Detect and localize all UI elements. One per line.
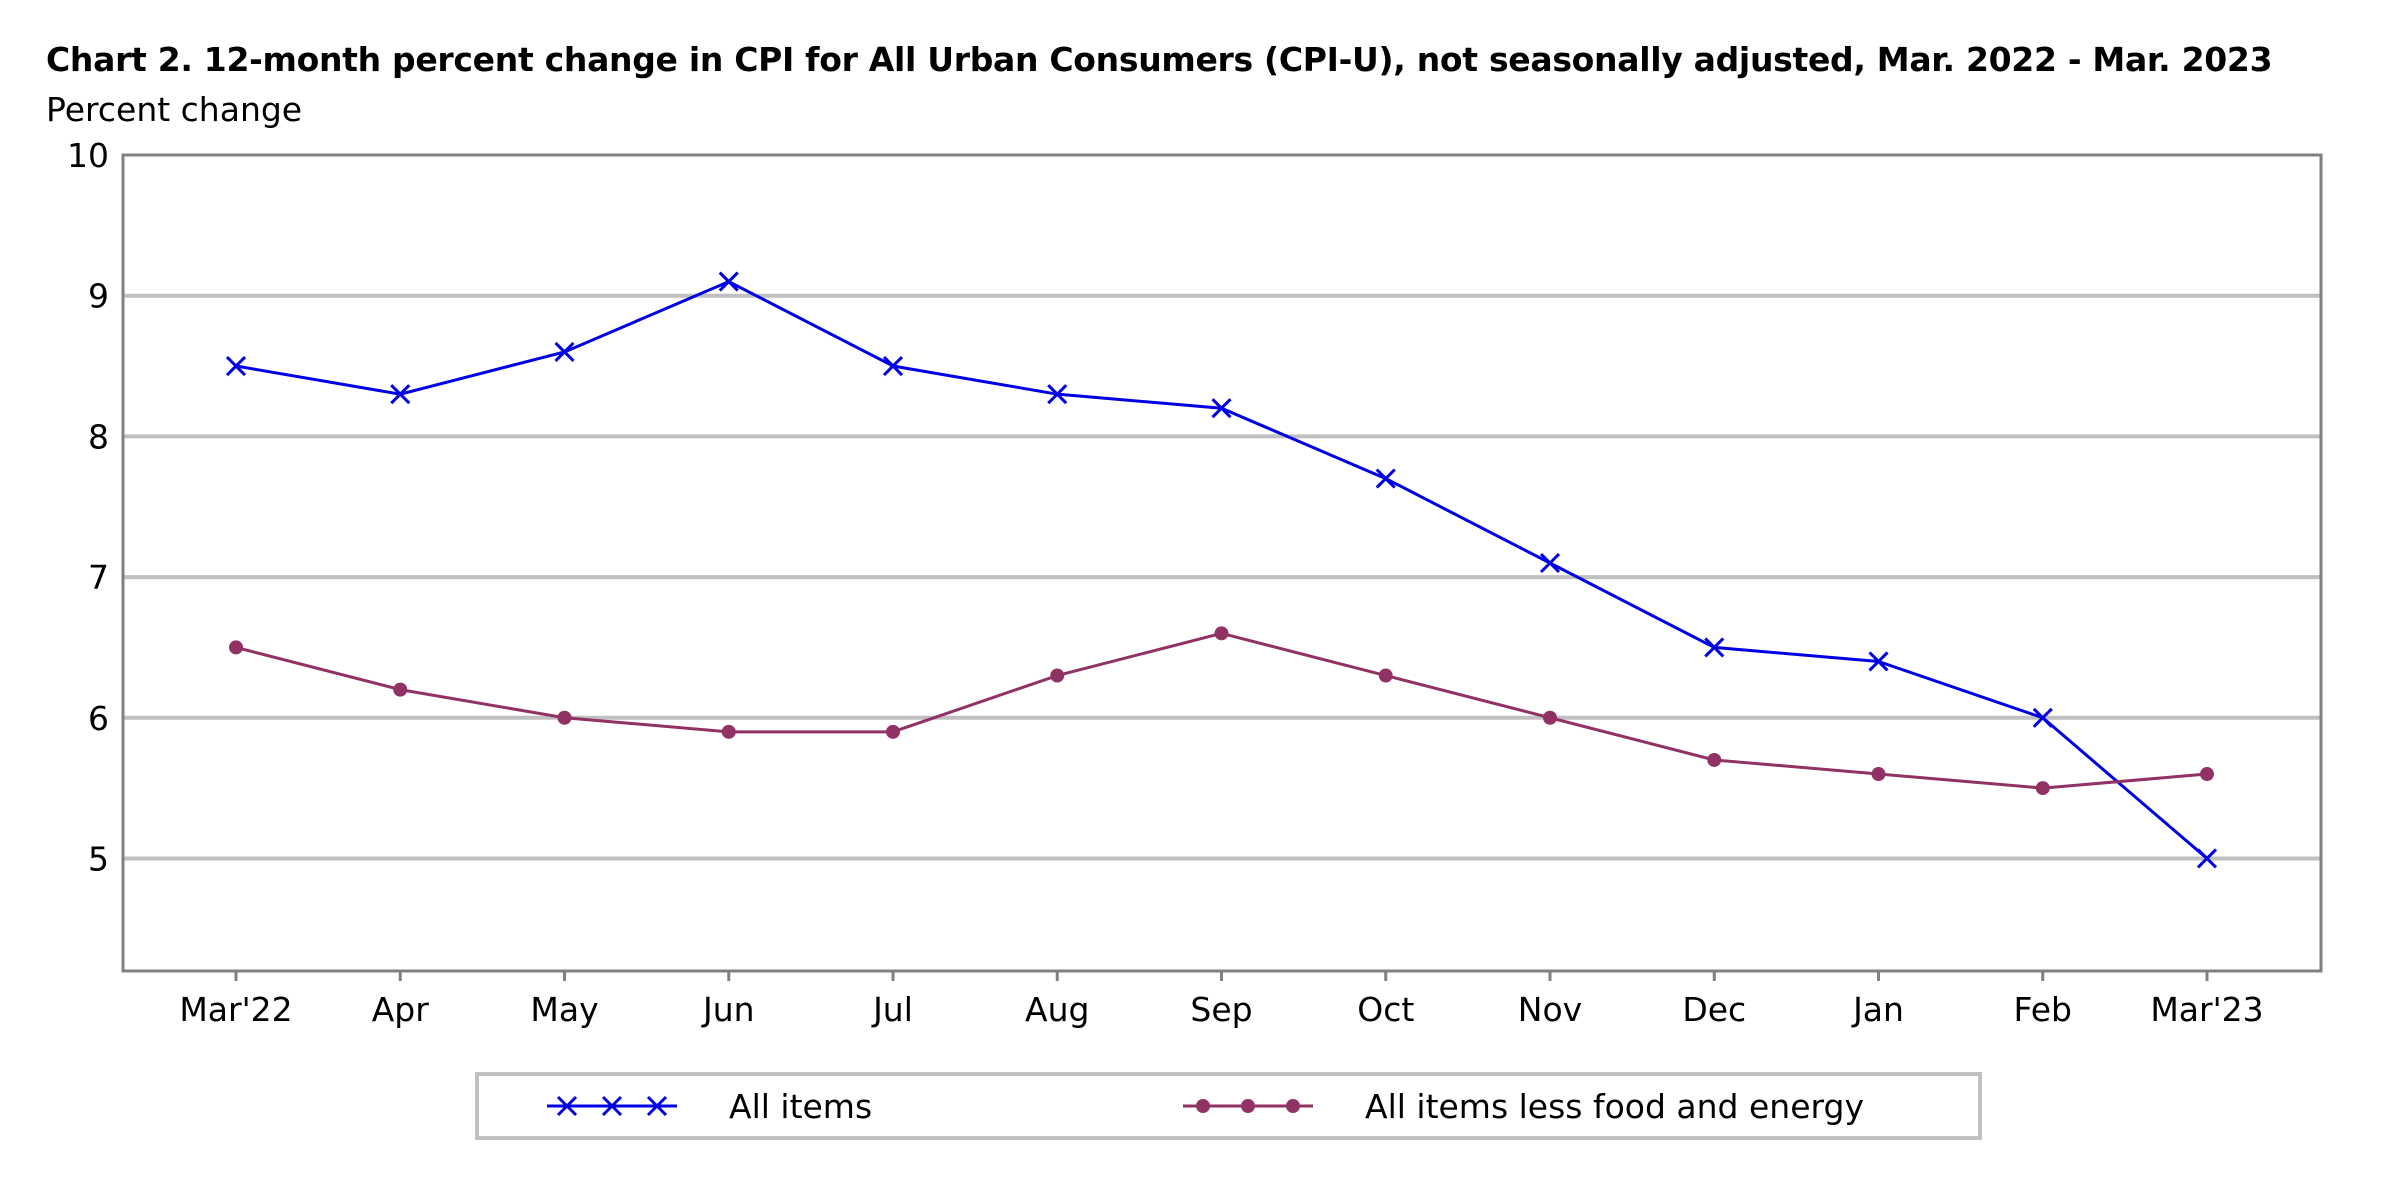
- circle-marker: [1214, 626, 1229, 641]
- x-marker: [646, 1095, 668, 1117]
- x-marker: [882, 355, 904, 377]
- x-tick-label: Jun: [701, 990, 755, 1029]
- x-tick-label: Dec: [1682, 990, 1746, 1029]
- x-tick-label: Sep: [1190, 990, 1252, 1029]
- x-tick-label: Feb: [2014, 990, 2072, 1029]
- x-tick-label: Apr: [372, 990, 430, 1029]
- x-tick-label: May: [530, 990, 598, 1029]
- x-tick-label: Mar'23: [2150, 990, 2263, 1029]
- legend-label: All items less food and energy: [1365, 1087, 1864, 1126]
- circle-marker: [721, 724, 736, 739]
- circle-marker: [1196, 1099, 1210, 1113]
- circle-marker: [2200, 767, 2214, 782]
- circle-marker: [229, 640, 243, 655]
- series-all-items: [225, 271, 2218, 869]
- circle-marker: [2035, 781, 2050, 796]
- circle-marker: [886, 724, 900, 739]
- chart-title: Chart 2. 12-month percent change in CPI …: [46, 40, 2273, 79]
- series-core: [229, 626, 2214, 796]
- series-line: [235, 631, 2208, 790]
- plot-frame: [121, 153, 2323, 973]
- x-marker: [1047, 384, 1068, 405]
- x-marker: [718, 271, 739, 292]
- y-axis-label: Percent change: [46, 90, 303, 129]
- x-tick-label: Nov: [1518, 990, 1582, 1029]
- x-marker: [556, 1095, 578, 1117]
- x-marker: [601, 1095, 623, 1117]
- x-marker: [554, 341, 575, 363]
- circle-marker: [1286, 1099, 1300, 1113]
- y-tick-label: 8: [88, 417, 109, 456]
- series-line: [235, 279, 2208, 860]
- x-tick-label: Mar'22: [179, 990, 292, 1029]
- legend-label: All items: [729, 1087, 872, 1126]
- x-marker: [1211, 398, 1232, 419]
- y-tick-label: 9: [88, 277, 109, 316]
- x-marker: [1868, 651, 1889, 672]
- circle-marker: [1543, 710, 1557, 725]
- legend-item: All items less food and energy: [1183, 1087, 1864, 1126]
- x-marker: [1539, 552, 1561, 574]
- legend-item: All items: [547, 1087, 872, 1126]
- x-marker: [2032, 707, 2053, 728]
- y-tick-label: 5: [88, 839, 109, 878]
- x-marker: [225, 355, 247, 377]
- x-marker: [390, 384, 411, 405]
- circle-marker: [393, 682, 408, 697]
- circle-marker: [1241, 1099, 1255, 1113]
- x-marker: [2196, 848, 2218, 869]
- circle-marker: [1050, 668, 1065, 683]
- circle-marker: [557, 710, 572, 725]
- circle-marker: [1707, 752, 1722, 767]
- x-marker: [1704, 637, 1725, 658]
- x-tick-label: Oct: [1357, 990, 1414, 1029]
- circle-marker: [1378, 668, 1393, 683]
- x-tick-label: Jan: [1851, 990, 1904, 1029]
- x-tick-label: Aug: [1025, 990, 1089, 1029]
- circle-marker: [1871, 767, 1886, 782]
- x-tick-label: Jul: [871, 990, 913, 1029]
- y-tick-label: 10: [67, 136, 109, 175]
- y-tick-label: 7: [88, 558, 109, 597]
- y-tick-label: 6: [88, 699, 109, 738]
- legend: All items All items less food and energy: [475, 1072, 1982, 1140]
- x-marker: [1375, 468, 1396, 489]
